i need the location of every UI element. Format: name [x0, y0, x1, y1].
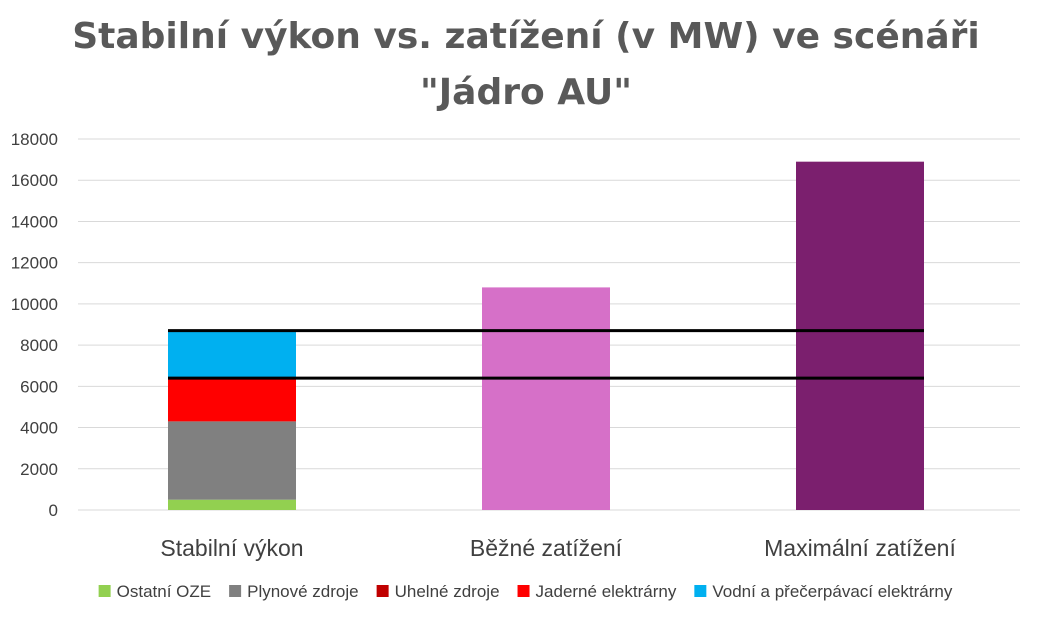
legend-label: Ostatní OZE	[117, 582, 211, 601]
legend-swatch	[98, 585, 111, 597]
reference-lines	[168, 329, 924, 380]
y-tick-label: 4000	[20, 419, 58, 438]
legend-label: Jaderné elektrárny	[536, 582, 677, 601]
legend-swatch	[229, 585, 242, 597]
bar-segment	[168, 421, 296, 500]
chart-title-line-2: "Jádro AU"	[420, 72, 632, 113]
y-tick-label: 16000	[11, 171, 58, 190]
load-bar	[482, 287, 610, 510]
legend-label: Uhelné zdroje	[395, 582, 500, 601]
category-labels: Stabilní výkon Běžné zatížení Maximální za…	[160, 535, 956, 561]
legend-label: Plynové zdroje	[247, 582, 359, 601]
y-tick-label: 0	[49, 501, 58, 520]
category-label: Maximální zatížení	[764, 535, 956, 561]
bar-segment	[168, 330, 296, 379]
bar-segment	[168, 378, 296, 422]
bar-segment	[168, 499, 296, 510]
chart-title-line-1: Stabilní výkon vs. zatížení (v MW) ve sc…	[72, 16, 980, 57]
y-tick-label: 8000	[20, 336, 58, 355]
bars	[168, 161, 924, 510]
y-tick-label: 2000	[20, 460, 58, 479]
category-label: Stabilní výkon	[160, 535, 303, 561]
legend-swatch	[517, 585, 530, 597]
y-tick-label: 12000	[11, 254, 58, 273]
legend: Ostatní OZE Plynové zdroje Uhelné zdroje Ja…	[98, 582, 953, 601]
category-label: Běžné zatížení	[470, 535, 623, 561]
y-tick-label: 18000	[11, 130, 58, 149]
load-bar	[796, 161, 924, 510]
legend-label: Vodní a přečerpávací elektrárny	[712, 582, 953, 601]
legend-swatch	[694, 585, 707, 597]
y-axis-ticks: 0 2000 4000 6000 8000 10000 12000 14000 16000 180…	[11, 130, 58, 520]
y-tick-label: 14000	[11, 212, 58, 231]
legend-swatch	[376, 585, 389, 597]
y-tick-label: 10000	[11, 295, 58, 314]
y-tick-label: 6000	[20, 377, 58, 396]
